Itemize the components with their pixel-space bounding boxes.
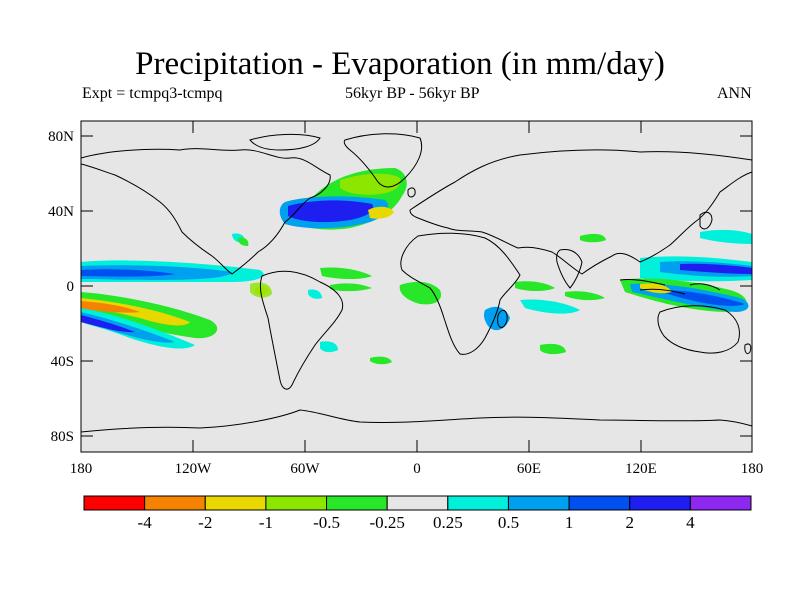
coastline-north-america — [80, 148, 331, 275]
anomaly-tropical-atlantic-green — [320, 267, 372, 279]
colorbar-swatch — [447, 495, 509, 511]
lat-label: 0 — [67, 279, 75, 295]
anomaly-spcz-blue — [81, 312, 175, 343]
colorbar-swatch — [265, 495, 328, 511]
coastline-south-america — [259, 270, 344, 390]
anomaly-spcz-darkblue — [81, 315, 135, 333]
anomaly-maritime-darkblue — [660, 290, 745, 306]
lon-label: 120E — [625, 461, 657, 477]
anomaly-north-atlantic-blue — [288, 200, 374, 223]
colorbar-swatch — [629, 495, 691, 511]
coastline-uk — [407, 187, 416, 198]
lon-label: 120W — [175, 461, 213, 477]
coastline-arctic-islands — [249, 133, 321, 151]
coastline-africa — [400, 232, 521, 355]
anomaly-spcz-cyan — [81, 308, 195, 349]
colorbar-tick-label: -4 — [138, 513, 153, 532]
anomaly-madagascar-blue — [484, 306, 510, 331]
lat-label: 80S — [51, 429, 74, 445]
anomaly-south-atlantic-green-2 — [370, 356, 392, 365]
anomaly-north-atlantic-yellow — [368, 206, 394, 219]
anomaly-west-pacific-darkblue — [680, 263, 752, 274]
colorbar-tick-label: 0.25 — [433, 513, 463, 532]
colorbar-swatch — [568, 495, 631, 511]
lon-label: 60W — [290, 461, 320, 477]
lon-label: 180 — [70, 461, 93, 477]
lat-label: 40N — [48, 204, 74, 220]
anomaly-south-indian-green — [540, 343, 566, 355]
colorbar-swatch — [83, 495, 146, 511]
colorbar-tick-label: -2 — [198, 513, 212, 532]
anomaly-south-pacific-orange — [81, 301, 140, 313]
anomaly-indian-green-2 — [565, 291, 605, 301]
lat-axis-labels: 80N 40N 0 40S 80S — [48, 129, 74, 445]
coastline-madagascar — [497, 309, 508, 328]
coastline-japan — [699, 211, 713, 230]
lat-label: 40S — [51, 354, 74, 370]
coastlines — [80, 133, 753, 433]
anomaly-east-asia-green — [580, 233, 606, 243]
colorbar-tick-label: -0.5 — [313, 513, 340, 532]
colorbar-tick-label: 4 — [686, 513, 695, 532]
lon-label: 0 — [413, 461, 421, 477]
season-label: ANN — [717, 85, 752, 102]
colorbar-swatch — [144, 495, 206, 511]
colorbar-tick-label: -1 — [259, 513, 273, 532]
coastline-australia — [657, 305, 740, 354]
lon-label: 60E — [517, 461, 541, 477]
colorbar-tick-label: 2 — [625, 513, 634, 532]
anomaly-indian-cyan — [520, 299, 580, 314]
anomaly-pacific-itcz-darkblue — [81, 269, 175, 277]
anomaly-field — [81, 168, 752, 365]
anomaly-gulf-guinea-green — [399, 281, 442, 305]
lon-label: 180 — [741, 461, 764, 477]
anomaly-south-pacific-cyan — [320, 341, 338, 353]
anomaly-north-america-green — [238, 237, 249, 246]
page-title: Precipitation - Evaporation (in mm/day) — [135, 46, 665, 82]
experiment-label: Expt = tcmpq3-tcmpq — [82, 85, 223, 102]
anomaly-south-atlantic-green — [330, 283, 372, 292]
anomaly-indian-green — [515, 281, 555, 291]
anomaly-brazil-cyan — [308, 289, 322, 299]
colorbar-tick-label: 0.5 — [498, 513, 519, 532]
period-label: 56kyr BP - 56kyr BP — [345, 85, 480, 102]
anomaly-north-pacific-cyan — [700, 229, 752, 244]
coastline-india — [556, 249, 583, 289]
lon-axis-labels: 180 120W 60W 0 60E 120E 180 — [70, 461, 764, 477]
coastline-eurasia — [409, 149, 753, 275]
colorbar-swatch — [689, 495, 752, 511]
colorbar-swatch — [204, 495, 267, 511]
coastline-antarctica — [80, 409, 753, 433]
colorbar — [83, 495, 752, 511]
colorbar-swatch — [507, 495, 570, 511]
coastline-new-zealand — [744, 343, 752, 355]
colorbar-labels: -4 -2 -1 -0.5 -0.25 0.25 0.5 1 2 4 — [138, 513, 696, 532]
colorbar-tick-label: -0.25 — [369, 513, 404, 532]
colorbar-swatch — [386, 495, 449, 511]
anomaly-north-atlantic-lightgreen — [340, 173, 401, 195]
lat-label: 80N — [48, 129, 74, 145]
colorbar-tick-label: 1 — [565, 513, 574, 532]
axis-ticks — [81, 121, 752, 452]
anomaly-maritime-yellow — [640, 283, 672, 294]
colorbar-swatch — [326, 495, 388, 511]
coastline-indonesia — [619, 279, 721, 295]
coastline-greenland — [343, 133, 423, 188]
